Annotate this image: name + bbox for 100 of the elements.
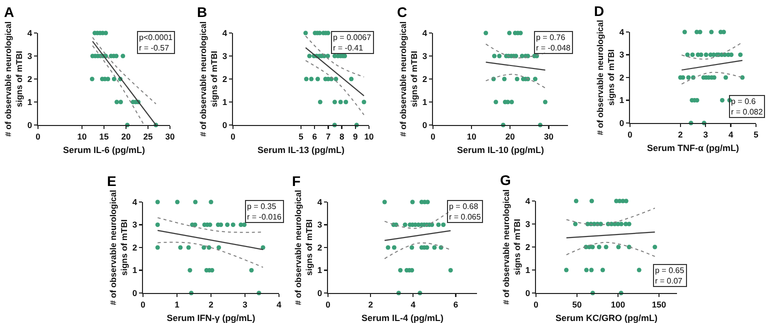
y-axis-title: # of observable neurological signs of mTBI [108,190,129,306]
x-tick-label: 0 [36,131,41,142]
point [584,268,589,272]
x-axis-title: Serum IL-4 (pg/mL) [361,313,444,323]
point [304,76,309,82]
point [398,268,403,272]
point [410,245,414,250]
y-tick-label: 1 [27,96,32,107]
annotation: p = 0.65 r = 0.07 [655,266,685,286]
x-tick-label: 3 [242,299,248,310]
chart-title: E [107,172,116,189]
x-tick-label: 25 [143,131,153,142]
point [118,100,123,104]
y-tick-label: 0 [132,288,138,298]
x-tick-label: 0 [628,129,633,140]
point [573,222,578,226]
x-tick-label: 9 [353,131,358,142]
point [225,222,230,227]
point [410,200,415,204]
x-axis-title: Serum TNF-α (pg/mL) [646,143,740,154]
x-axis-title: Serum IL-10 (pg/mL) [456,145,544,156]
point [564,268,569,272]
point [303,30,308,36]
y-tick-label: 0 [317,288,322,298]
x-tick-label: 2 [208,299,214,310]
point [208,200,214,204]
point [230,222,236,227]
point [636,268,642,272]
y-tick-label: 1 [317,265,322,276]
point [532,76,538,82]
y-tick-label: 1 [422,96,428,107]
x-tick-label: 0 [230,131,236,142]
y-tick-label: 3 [619,50,624,60]
annotation: p = 0.35 r = -0.016 [247,202,282,222]
chart-title: B [197,4,208,20]
y-axis-title: # of observable neurological signs of mTBI [594,20,616,136]
x-tick-label: 5 [754,129,759,140]
x-tick-label: 5 [298,131,304,142]
point [509,100,514,104]
point [326,54,330,58]
y-tick-label: 2 [422,74,428,84]
point [90,76,94,82]
point [502,76,507,82]
point [652,244,658,250]
annotation: p = 0.76 r = -0.048 [536,33,572,52]
point [432,245,437,250]
point [318,100,322,104]
point [704,52,708,57]
point [114,54,119,58]
point [392,245,396,250]
x-tick-label: 6 [453,299,458,310]
x-tick-label: 4 [728,129,734,140]
point [720,98,724,102]
annotation: p = 0.68 r = 0.065 [449,202,482,222]
point [193,200,198,204]
x-tick-label: 10 [364,131,374,142]
point [349,76,354,82]
annotation: p = 0.0067 r = -0.41 [333,33,372,52]
y-axis-title: # of observable neurological signs of mTBI [292,190,314,306]
point [448,268,453,272]
y-axis-title: # of observable neurological signs of mTBI [2,21,24,137]
y-tick-label: 1 [222,96,228,107]
y-tick-label: 0 [619,118,624,128]
point [155,222,160,227]
point [600,268,605,272]
y-tick-label: 0 [27,120,32,130]
point [507,30,512,36]
point [362,100,366,104]
y-tick-label: 4 [27,28,32,38]
point [332,100,337,104]
point [112,76,116,82]
y-tick-label: 2 [317,242,322,252]
y-tick-label: 4 [222,28,228,38]
point [619,222,624,226]
point [574,198,578,204]
y-axis-title: # of observable neurological signs of mTBI [398,21,419,137]
y-axis-title: # of observable neurological signs of mTBI [198,21,219,137]
y-tick-label: 2 [27,74,32,84]
point [402,222,408,227]
point [202,245,206,250]
point [589,198,594,204]
x-tick-label: 150 [652,299,666,310]
point [242,222,247,227]
y-tick-label: 4 [525,196,530,206]
point [686,75,691,80]
point [155,200,160,204]
x-tick-label: 8 [339,131,344,142]
y-tick-label: 1 [132,265,138,276]
y-tick-label: 2 [525,242,530,252]
y-tick-label: 3 [525,218,530,229]
x-tick-label: 4 [276,299,282,310]
chart-title: C [397,4,408,20]
point [497,54,502,58]
chart-title: G [500,172,511,188]
x-tick-label: 7 [326,131,331,142]
y-tick-label: 4 [422,28,428,38]
point [484,30,488,36]
x-tick-label: 30 [544,131,554,142]
y-tick-label: 2 [132,242,138,252]
point [155,245,160,250]
